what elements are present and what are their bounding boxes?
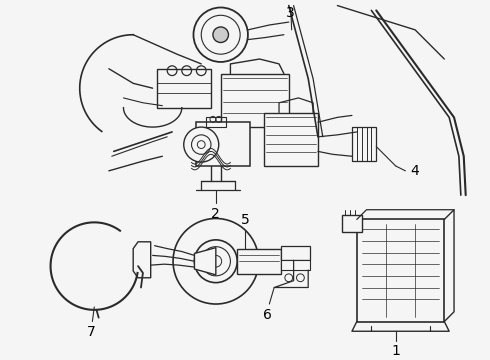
- Text: 3: 3: [286, 5, 295, 19]
- Text: 5: 5: [241, 213, 249, 227]
- Polygon shape: [195, 248, 216, 275]
- Bar: [237, 249, 281, 274]
- Polygon shape: [357, 220, 444, 321]
- Polygon shape: [133, 242, 151, 278]
- Bar: [157, 69, 211, 108]
- Bar: [265, 113, 318, 166]
- Bar: [206, 117, 225, 127]
- Bar: [196, 122, 250, 166]
- Text: 6: 6: [263, 308, 272, 322]
- Text: 7: 7: [87, 325, 96, 339]
- Text: 1: 1: [391, 344, 400, 358]
- Bar: [342, 215, 362, 232]
- Circle shape: [195, 240, 237, 283]
- Circle shape: [194, 8, 248, 62]
- Bar: [281, 260, 310, 270]
- Bar: [220, 73, 289, 127]
- Text: 4: 4: [410, 164, 419, 178]
- Bar: [281, 246, 310, 260]
- Text: 2: 2: [212, 207, 220, 221]
- Circle shape: [213, 27, 228, 42]
- Bar: [352, 127, 376, 161]
- Circle shape: [184, 127, 219, 162]
